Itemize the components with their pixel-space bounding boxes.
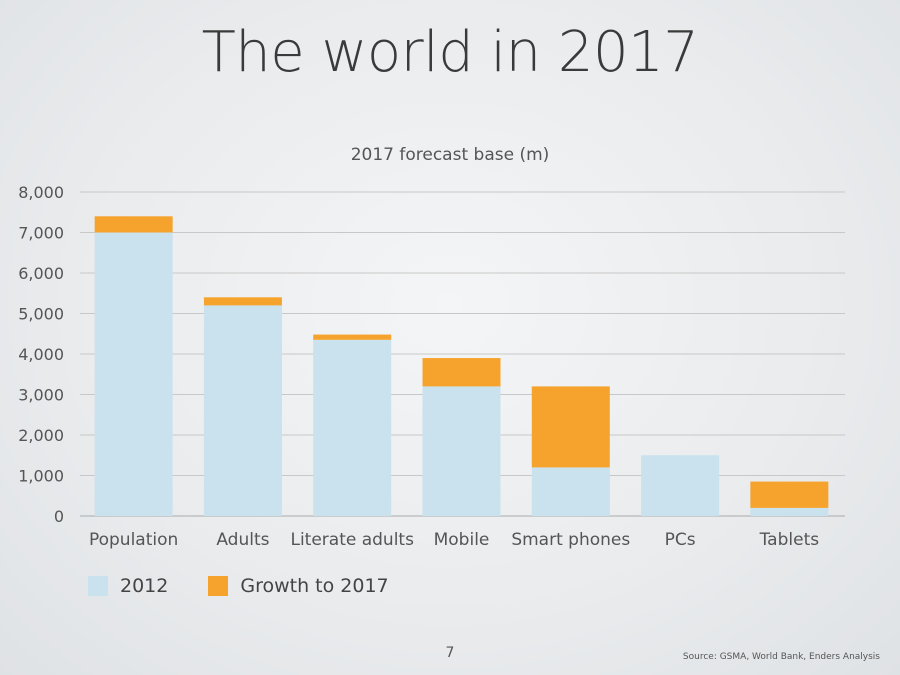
bar-2012 [94, 232, 173, 516]
chart-title: 2017 forecast base (m) [350, 145, 550, 165]
x-tick-label: Tablets [759, 530, 820, 550]
y-tick-label: 1,000 [18, 467, 64, 486]
bar-2012 [531, 467, 610, 516]
x-tick-label: Population [89, 530, 178, 550]
legend-item-growth: Growth to 2017 [208, 575, 389, 597]
legend-label-growth: Growth to 2017 [240, 575, 389, 597]
y-tick-label: 6,000 [18, 264, 64, 283]
bar-growth-to-2017 [203, 297, 282, 306]
y-tick-label: 2,000 [18, 426, 64, 445]
chart-legend: 2012 Growth to 2017 [88, 575, 429, 597]
x-tick-label: Mobile [434, 530, 490, 550]
legend-swatch-2012 [88, 576, 108, 596]
bar-growth-to-2017 [313, 334, 392, 340]
slide-title: The world in 2017 [201, 20, 699, 85]
y-tick-label: 3,000 [18, 386, 64, 405]
page-number: 7 [445, 645, 455, 661]
x-tick-label: Adults [216, 530, 269, 550]
y-tick-label: 8,000 [18, 183, 64, 202]
y-tick-label: 7,000 [18, 224, 64, 243]
x-tick-label: Literate adults [290, 530, 414, 550]
bar-2012 [750, 507, 829, 516]
bar-2012 [313, 339, 392, 516]
y-tick-label: 0 [54, 507, 64, 526]
legend-item-2012: 2012 [88, 575, 168, 597]
bar-growth-to-2017 [750, 481, 829, 508]
x-tick-label: Smart phones [511, 530, 630, 550]
y-tick-label: 5,000 [18, 305, 64, 324]
bar-growth-to-2017 [531, 386, 610, 468]
bar-2012 [641, 455, 720, 516]
bar-chart: 0 1,000 2,000 3,000 4,000 5,000 6,000 7,000 8,00… [18, 183, 845, 550]
x-tick-label: PCs [665, 530, 696, 550]
legend-swatch-growth [208, 576, 229, 596]
bar-growth-to-2017 [422, 358, 501, 387]
bar-growth-to-2017 [94, 216, 173, 233]
y-tick-label: 4,000 [18, 345, 64, 364]
source-note: Source: GSMA, World Bank, Enders Analysi… [682, 652, 880, 662]
legend-label-2012: 2012 [120, 575, 169, 597]
bar-2012 [203, 305, 282, 516]
bar-2012 [422, 386, 501, 516]
